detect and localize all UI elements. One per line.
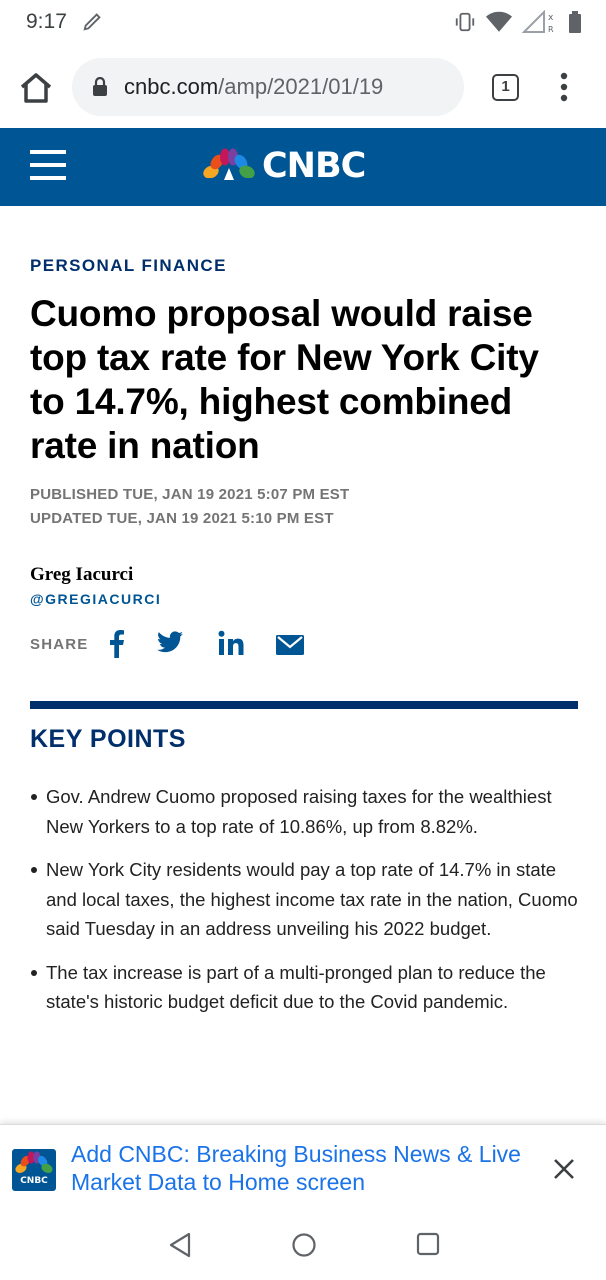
- recents-icon[interactable]: [416, 1232, 440, 1256]
- hamburger-menu-icon[interactable]: [30, 150, 66, 182]
- url-text: cnbc.com/amp/2021/01/19: [124, 74, 454, 100]
- status-icons: x R: [454, 10, 582, 34]
- url-domain: cnbc.com: [124, 74, 219, 99]
- section-label[interactable]: PERSONAL FINANCE: [30, 256, 227, 275]
- app-icon: CNBC: [12, 1149, 56, 1191]
- address-bar[interactable]: cnbc.com/amp/2021/01/19: [72, 58, 464, 116]
- back-icon[interactable]: [168, 1232, 192, 1258]
- author-name[interactable]: Greg Iacurci: [30, 564, 134, 585]
- home-icon[interactable]: [18, 71, 54, 105]
- updated-date: UPDATED TUE, JAN 19 2021 5:10 PM EST: [30, 510, 334, 527]
- site-header: CNBC: [0, 128, 606, 206]
- home-nav-icon[interactable]: [291, 1232, 317, 1258]
- lock-icon: [93, 77, 107, 96]
- close-icon[interactable]: [552, 1157, 576, 1181]
- twitter-icon[interactable]: [157, 630, 183, 654]
- share-label: SHARE: [30, 636, 89, 653]
- status-time: 9:17: [26, 10, 67, 33]
- linkedin-icon[interactable]: [218, 630, 244, 656]
- key-points-title: KEY POINTS: [30, 725, 186, 753]
- article-headline: Cuomo proposal would raise top tax rate …: [30, 293, 539, 466]
- tabs-button[interactable]: 1: [492, 74, 519, 101]
- vibrate-icon: [455, 12, 475, 32]
- key-point-item: The tax increase is part of a multi-pron…: [30, 958, 578, 1017]
- browser-toolbar: cnbc.com/amp/2021/01/19 1: [0, 46, 606, 128]
- app-icon-label: CNBC: [20, 1176, 48, 1186]
- add-to-home-banner[interactable]: CNBC Add CNBC: Breaking Business News & …: [0, 1124, 606, 1210]
- key-points-list: Gov. Andrew Cuomo proposed raising taxes…: [30, 782, 578, 1031]
- key-point-item: Gov. Andrew Cuomo proposed raising taxes…: [30, 782, 578, 841]
- logo-text: CNBC: [262, 146, 366, 186]
- email-icon[interactable]: [276, 635, 304, 655]
- cnbc-logo[interactable]: CNBC: [202, 146, 366, 186]
- pen-icon: [83, 13, 101, 31]
- system-nav-bar: [0, 1210, 606, 1280]
- peacock-icon: [202, 148, 256, 184]
- battery-icon: [569, 11, 581, 33]
- add-to-home-text[interactable]: Add CNBC: Breaking Business News & Live …: [71, 1141, 521, 1195]
- wifi-icon: [486, 11, 512, 32]
- facebook-icon[interactable]: [110, 630, 124, 658]
- signal-icon: x R: [522, 10, 554, 34]
- peacock-icon: [15, 1151, 53, 1173]
- status-bar: 9:17 x R: [0, 0, 606, 46]
- svg-text:x: x: [548, 13, 554, 23]
- url-path: /amp/2021/01/19: [218, 74, 384, 99]
- svg-text:R: R: [548, 25, 554, 34]
- key-point-item: New York City residents would pay a top …: [30, 855, 578, 944]
- published-date: PUBLISHED TUE, JAN 19 2021 5:07 PM EST: [30, 486, 350, 503]
- key-points-divider: [30, 701, 578, 709]
- share-row: SHARE: [30, 630, 330, 662]
- overflow-menu-icon[interactable]: [558, 72, 570, 102]
- author-twitter-handle[interactable]: @GREGIACURCI: [30, 591, 162, 607]
